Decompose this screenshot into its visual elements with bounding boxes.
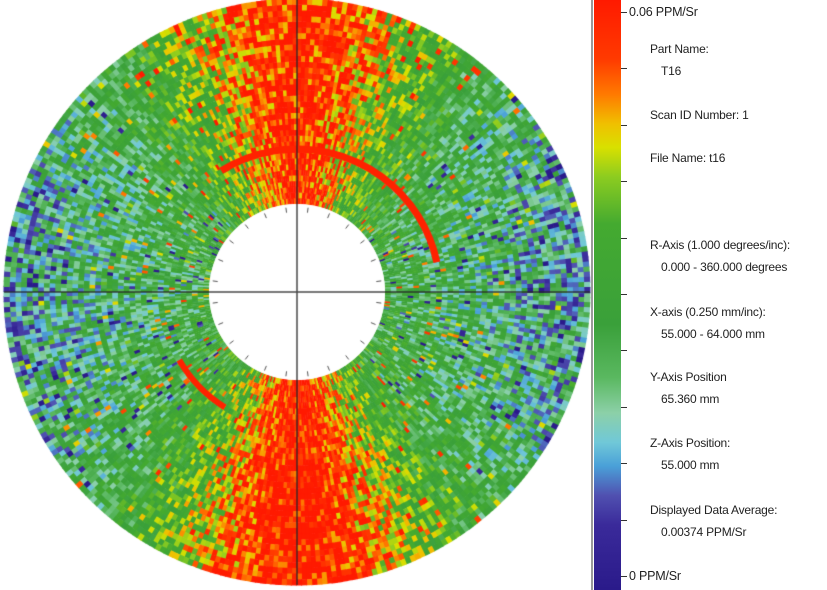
y-axis-position-value: 65.360 mm	[661, 392, 720, 406]
color-scale-tick	[621, 68, 627, 70]
color-scale-gradient	[594, 0, 621, 590]
part-name-label: Part Name:	[650, 42, 709, 56]
x-axis-value: 55.000 - 64.000 mm	[661, 327, 765, 341]
color-scale-tick	[621, 463, 627, 465]
part-name-value: T16	[661, 64, 682, 78]
color-scale-tick	[621, 124, 627, 126]
color-scale-tick	[621, 294, 627, 295]
r-axis-label: R-Axis (1.000 degrees/inc):	[650, 238, 790, 252]
color-scale-tick	[621, 519, 627, 521]
z-axis-position-value: 55.000 mm	[661, 458, 720, 472]
scan-info-panel: 0.06 PPM/Sr Part Name: T16 Scan ID Numbe…	[628, 0, 827, 590]
polar-heatmap-canvas	[0, 0, 592, 590]
data-average-value: 0.00374 PPM/Sr	[661, 525, 747, 539]
z-axis-position-label: Z-Axis Position:	[650, 436, 731, 450]
polar-scan-plot	[0, 0, 592, 590]
r-axis-value: 0.000 - 360.000 degrees	[661, 260, 788, 274]
x-axis-label: X-axis (0.250 mm/inc):	[650, 305, 766, 319]
color-scale-tick	[621, 406, 627, 408]
file-name-label: File Name: t16	[650, 151, 726, 165]
color-scale-border	[591, 0, 593, 590]
color-scale-tick	[621, 12, 627, 13]
scale-max-label: 0.06 PPM/Sr	[629, 5, 698, 19]
y-axis-position-label: Y-Axis Position	[650, 370, 727, 384]
scan-id-label: Scan ID Number: 1	[650, 108, 749, 122]
color-scale-tick	[621, 237, 627, 239]
color-scale-tick	[621, 181, 627, 183]
color-scale-tick	[621, 350, 627, 352]
color-scale-tick	[621, 576, 627, 577]
data-average-label: Displayed Data Average:	[650, 503, 778, 517]
color-scale-bar	[591, 0, 621, 590]
scale-min-label: 0 PPM/Sr	[629, 569, 681, 583]
